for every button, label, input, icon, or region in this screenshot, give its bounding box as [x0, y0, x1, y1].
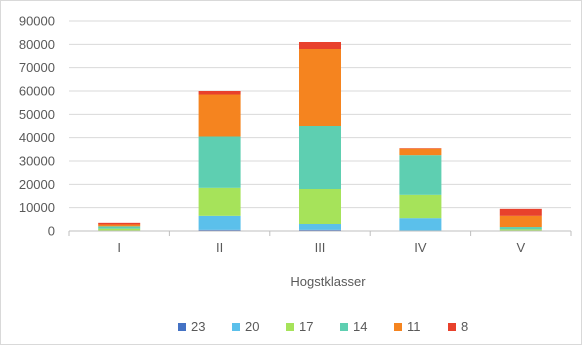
- y-tick-label: 60000: [19, 84, 55, 99]
- legend-label-23: 23: [191, 319, 205, 334]
- x-tick-label: V: [516, 240, 525, 255]
- bar-segment-14-III: [299, 126, 341, 189]
- bar-segment-14-IV: [399, 155, 441, 195]
- y-tick-label: 90000: [19, 14, 55, 29]
- bar-segment-8-III: [299, 42, 341, 49]
- legend-label-17: 17: [299, 319, 313, 334]
- x-tick-label: I: [117, 240, 121, 255]
- legend-label-8: 8: [461, 319, 468, 334]
- bar-segment-11-II: [199, 95, 241, 137]
- legend-label-11: 11: [407, 319, 421, 334]
- legend-swatch-17: [286, 323, 294, 331]
- x-tick-label: IV: [414, 240, 427, 255]
- bar-segment-8-I: [98, 223, 140, 225]
- legend-swatch-20: [232, 323, 240, 331]
- legend-swatch-11: [394, 323, 402, 331]
- bar-segment-17-III: [299, 189, 341, 224]
- bar-segment-8-V: [500, 209, 542, 216]
- y-tick-label: 40000: [19, 130, 55, 145]
- legend-label-14: 14: [353, 319, 367, 334]
- x-tick-label: II: [216, 240, 223, 255]
- x-tick-label: III: [315, 240, 326, 255]
- bar-segment-14-V: [500, 227, 542, 229]
- bar-segment-11-IV: [399, 149, 441, 156]
- y-tick-label: 30000: [19, 154, 55, 169]
- y-tick-label: 50000: [19, 107, 55, 122]
- bar-segment-11-V: [500, 216, 542, 227]
- bar-segment-17-II: [199, 188, 241, 216]
- legend-swatch-14: [340, 323, 348, 331]
- legend-label-20: 20: [245, 319, 259, 334]
- y-tick-label: 10000: [19, 200, 55, 215]
- y-tick-label: 20000: [19, 177, 55, 192]
- y-tick-label: 70000: [19, 60, 55, 75]
- bar-segment-20-III: [299, 224, 341, 230]
- bar-segment-11-III: [299, 49, 341, 126]
- y-tick-label: 0: [48, 224, 55, 239]
- bar-segment-14-I: [98, 226, 140, 228]
- bar-segment-17-IV: [399, 195, 441, 218]
- legend-swatch-23: [178, 323, 186, 331]
- bar-segment-20-II: [199, 216, 241, 230]
- x-axis-title: Hogstklasser: [290, 274, 366, 289]
- y-tick-label: 80000: [19, 37, 55, 52]
- bar-segment-20-IV: [399, 218, 441, 231]
- bar-segment-8-II: [199, 91, 241, 95]
- bar-segment-11-I: [98, 224, 140, 226]
- bar-segment-14-II: [199, 137, 241, 188]
- legend-swatch-8: [448, 323, 456, 331]
